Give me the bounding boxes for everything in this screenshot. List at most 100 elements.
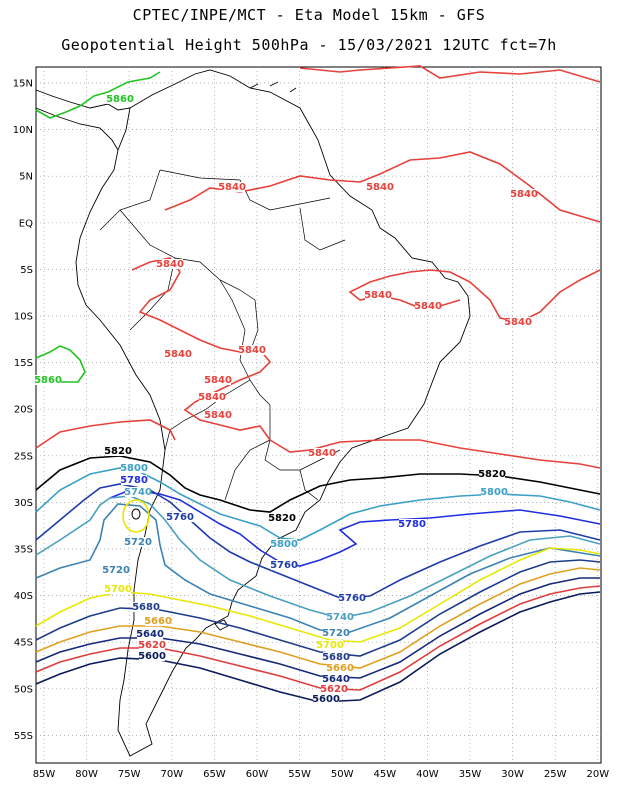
contour-label: 5820 [268, 513, 296, 524]
contour-label-bg [125, 487, 151, 497]
contour-5840-north [299, 65, 601, 83]
contour-label: 5840 [366, 182, 394, 193]
contour-5640 [35, 577, 600, 679]
contour-label-bg [309, 448, 335, 458]
contour-label: 5700 [316, 640, 344, 651]
contour-5720 [35, 503, 601, 633]
contour-label: 5840 [510, 189, 538, 200]
contour-5780 [109, 489, 601, 567]
contour-label-bg [133, 602, 159, 612]
contour-label-bg [157, 259, 183, 269]
contour-5840-south [35, 419, 601, 469]
contour-label: 5620 [320, 684, 348, 695]
contour-label-bg [105, 446, 131, 456]
contour-label: 5720 [322, 628, 350, 639]
contour-label: 5660 [326, 663, 354, 674]
lon-tick-label: 70W [160, 769, 183, 780]
contour-label: 5840 [308, 448, 336, 459]
lon-tick-label: 50W [331, 769, 354, 780]
contour-label: 5860 [34, 375, 62, 386]
contour-label: 5840 [198, 392, 226, 403]
lat-tick-label: 25S [14, 451, 33, 462]
lon-tick-label: 60W [246, 769, 269, 780]
contour-label: 5800 [480, 487, 508, 498]
caribbean-islands [249, 81, 297, 93]
contour-label-bg [219, 182, 245, 192]
central-america-coastline [35, 89, 131, 151]
contour-label: 5840 [204, 410, 232, 421]
contour-label-bg [167, 512, 193, 522]
contour-label-bg [121, 463, 147, 473]
contour-labels: 5860 5860 5840 5840 5840 5840 5840 5840 5840 5840… [34, 94, 538, 705]
contour-label-bg [103, 565, 129, 575]
contour-label: 5840 [238, 345, 266, 356]
contour-label-bg [399, 519, 425, 529]
contour-label-bg [105, 584, 131, 594]
contour-label: 5780 [120, 475, 148, 486]
contour-5620 [35, 585, 601, 691]
contour-label-bg [481, 487, 507, 497]
contour-5680 [35, 559, 601, 657]
lat-tick-label: 10S [14, 312, 33, 323]
contour-label-bg [339, 593, 365, 603]
lat-tick-label: 50S [14, 684, 33, 695]
south-america-coastline [75, 69, 471, 757]
contour-label-bg [205, 410, 231, 420]
lat-tick-label: 20S [14, 405, 33, 416]
contour-label-bg [511, 189, 537, 199]
lat-tick-label: 40S [14, 591, 33, 602]
lat-tick-label: 45S [14, 638, 33, 649]
lon-tick-label: 55W [288, 769, 311, 780]
contour-label-bg [205, 375, 231, 385]
contour-label-bg [313, 694, 339, 704]
contour-label-bg [321, 684, 347, 694]
contour-label: 5600 [138, 651, 166, 662]
contour-label-bg [317, 640, 343, 650]
contour-5740 [35, 495, 601, 619]
lat-tick-label: 10N [13, 125, 33, 136]
contour-label: 5820 [478, 469, 506, 480]
contour-label: 5720 [124, 537, 152, 548]
contour-label-bg [505, 317, 531, 327]
contour-label: 5840 [204, 375, 232, 386]
lat-tick-label: 5N [19, 172, 33, 183]
contour-5840-east [348, 269, 601, 323]
lon-tick-label: 35W [459, 769, 482, 780]
lon-tick-label: 65W [203, 769, 226, 780]
contour-label-bg [365, 290, 391, 300]
contour-label: 5840 [218, 182, 246, 193]
contour-label: 5860 [106, 94, 134, 105]
continent-outlines [35, 69, 471, 757]
country-borders [99, 169, 346, 501]
lon-tick-label: 85W [33, 769, 56, 780]
contour-label: 5700 [104, 584, 132, 595]
contour-label-bg [271, 539, 297, 549]
contour-label: 5840 [164, 349, 192, 360]
lat-tick-label: EQ [19, 218, 33, 229]
contour-label: 5720 [102, 565, 130, 576]
contour-label: 5760 [270, 560, 298, 571]
contour-label: 5740 [326, 612, 354, 623]
contour-5660 [35, 567, 601, 669]
contour-label-bg [327, 663, 353, 673]
contour-label-bg [415, 301, 441, 311]
lon-tick-label: 20W [586, 769, 609, 780]
lon-tick-label: 40W [416, 769, 439, 780]
lon-tick-label: 75W [118, 769, 141, 780]
contour-label: 5780 [398, 519, 426, 530]
lat-tick-label: 5S [20, 265, 33, 276]
contour-label-bg [121, 475, 147, 485]
contour-label-bg [239, 345, 265, 355]
lat-tick-label: 35S [14, 545, 33, 556]
contour-label: 5640 [322, 674, 350, 685]
contour-high-inner [131, 508, 141, 520]
contour-label: 5840 [364, 290, 392, 301]
contour-label-bg [269, 513, 295, 523]
contour-label-bg [323, 674, 349, 684]
lat-tick-label: 15N [13, 79, 33, 90]
lat-tick-label: 15S [14, 358, 33, 369]
contour-label: 5840 [156, 259, 184, 270]
lon-tick-label: 45W [373, 769, 396, 780]
contour-label-bg [367, 182, 393, 192]
